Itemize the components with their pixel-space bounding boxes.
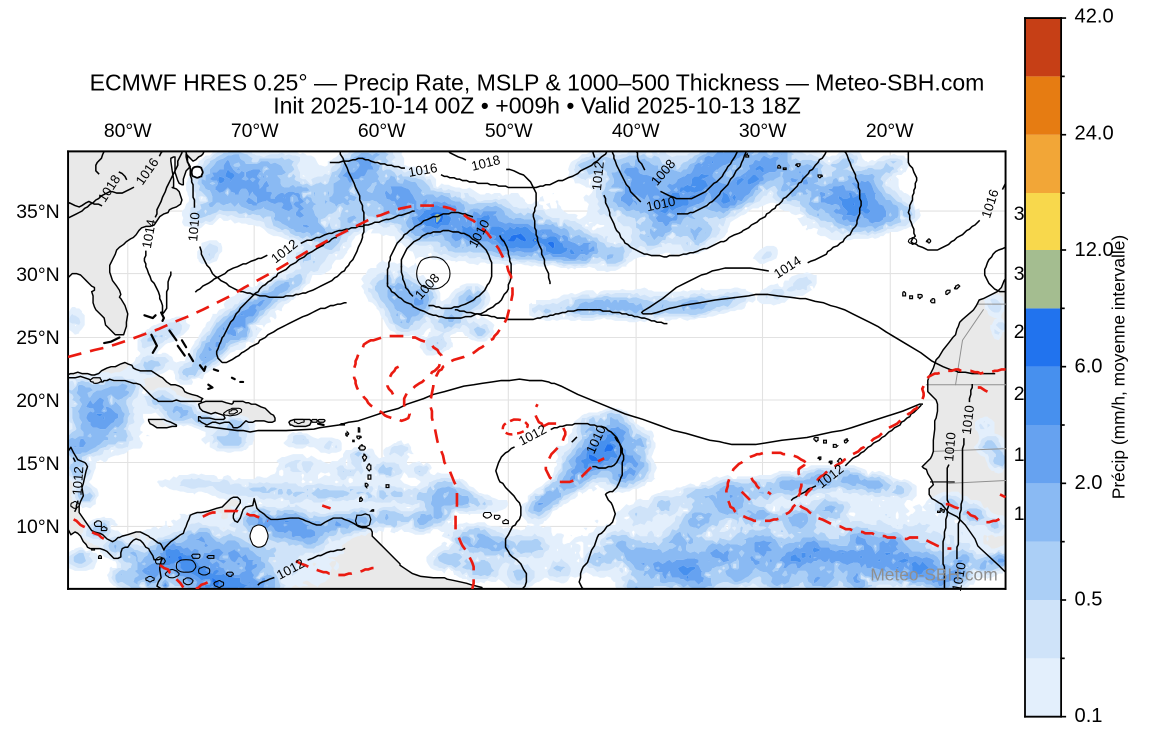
- svg-text:Meteo-SBH.com: Meteo-SBH.com: [870, 564, 997, 584]
- svg-text:0.1: 0.1: [1075, 705, 1103, 727]
- svg-text:1010: 1010: [949, 561, 969, 593]
- svg-text:42.0: 42.0: [1075, 6, 1114, 28]
- svg-text:1012: 1012: [69, 466, 86, 496]
- svg-text:30°N: 30°N: [16, 264, 59, 286]
- svg-text:0.5: 0.5: [1075, 589, 1103, 611]
- svg-text:2: 2: [1014, 321, 1025, 343]
- svg-text:70°W: 70°W: [231, 120, 279, 142]
- svg-text:1010: 1010: [959, 404, 977, 435]
- svg-text:80°W: 80°W: [104, 120, 152, 142]
- svg-text:1010: 1010: [185, 212, 203, 243]
- svg-text:60°W: 60°W: [358, 120, 406, 142]
- svg-text:1: 1: [1014, 503, 1025, 525]
- svg-text:1012: 1012: [589, 161, 607, 192]
- svg-text:3: 3: [1014, 203, 1025, 225]
- svg-text:3: 3: [1014, 263, 1025, 285]
- svg-text:6.0: 6.0: [1075, 355, 1103, 377]
- svg-text:2: 2: [1014, 383, 1025, 405]
- svg-text:1014: 1014: [139, 218, 159, 250]
- svg-text:25°N: 25°N: [16, 327, 59, 349]
- svg-text:Init 2025-10-14 00Z • +009h •: Init 2025-10-14 00Z • +009h • Valid 2025…: [273, 92, 801, 118]
- svg-text:20°W: 20°W: [866, 120, 914, 142]
- svg-text:40°W: 40°W: [612, 120, 660, 142]
- svg-text:24.0: 24.0: [1075, 122, 1114, 144]
- svg-text:1: 1: [1014, 444, 1025, 466]
- svg-text:Précip (mm/h, moyenne interval: Précip (mm/h, moyenne intervalle): [1109, 235, 1129, 499]
- svg-text:35°N: 35°N: [16, 201, 59, 223]
- svg-text:1016: 1016: [407, 160, 439, 180]
- svg-text:ECMWF HRES 0.25° — Precip Rate: ECMWF HRES 0.25° — Precip Rate, MSLP & 1…: [90, 69, 985, 95]
- svg-text:1010: 1010: [941, 432, 959, 463]
- svg-text:12.0: 12.0: [1075, 239, 1114, 261]
- svg-text:20°N: 20°N: [16, 390, 59, 412]
- svg-text:1010: 1010: [645, 194, 677, 215]
- svg-text:2.0: 2.0: [1075, 472, 1103, 494]
- svg-text:50°W: 50°W: [485, 120, 533, 142]
- svg-text:30°W: 30°W: [739, 120, 787, 142]
- svg-text:10°N: 10°N: [16, 516, 59, 538]
- svg-text:15°N: 15°N: [16, 453, 59, 475]
- svg-text:1018: 1018: [470, 152, 502, 174]
